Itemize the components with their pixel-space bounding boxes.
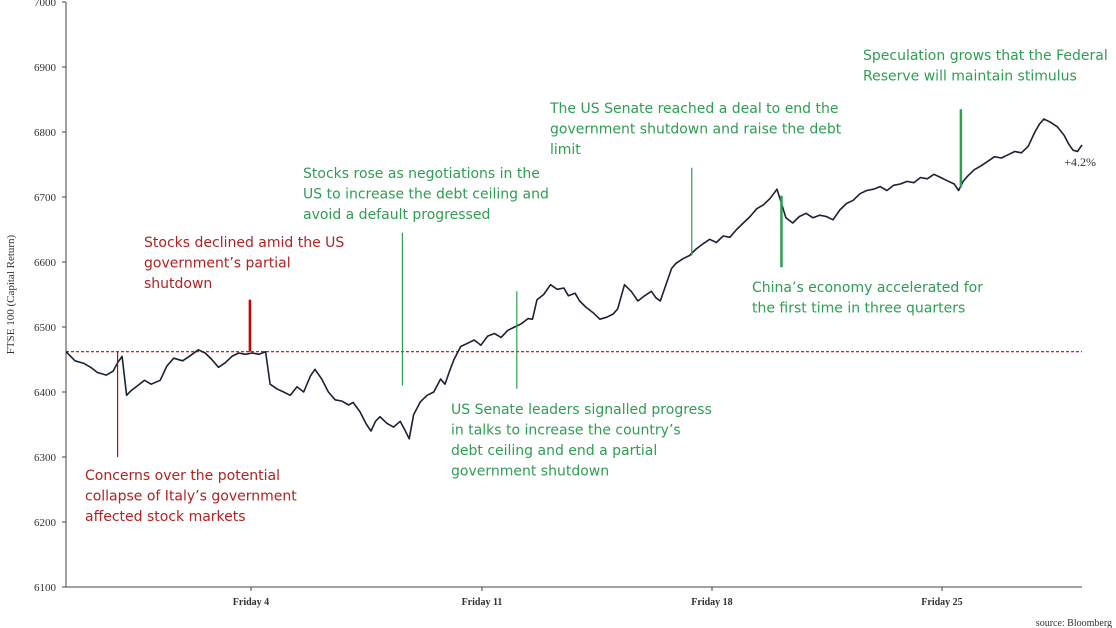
annotation-line: shutdown bbox=[144, 276, 212, 292]
annotation-line: Reserve will maintain stimulus bbox=[863, 69, 1077, 85]
y-tick-label: 6600 bbox=[34, 257, 57, 269]
annotation-line: affected stock markets bbox=[85, 509, 246, 525]
annotation-line: limit bbox=[550, 142, 581, 158]
marks bbox=[65, 109, 1083, 457]
annotation-line: government shutdown and raise the debt bbox=[550, 122, 842, 138]
annotation-text: Stocks declined amid the US government’s … bbox=[144, 235, 344, 292]
annotation-line: US Senate leaders signalled progress bbox=[451, 402, 712, 418]
x-tick-label: Friday 18 bbox=[691, 597, 732, 608]
x-tick-label: Friday 25 bbox=[921, 597, 962, 608]
annotation-line: Speculation grows that the Federal bbox=[863, 48, 1108, 64]
x-tick-label: Friday 11 bbox=[462, 597, 503, 608]
y-tick-label: 6700 bbox=[34, 192, 57, 204]
y-axis-label: FTSE 100 (Capital Return) bbox=[5, 234, 17, 354]
source-label: source: Bloomberg bbox=[1036, 618, 1112, 628]
annotation-line: Stocks declined amid the US bbox=[144, 235, 344, 251]
annotation-line: collapse of Italy’s government bbox=[85, 489, 297, 505]
y-tick-label: 7000 bbox=[34, 0, 57, 9]
y-tick-label: 6400 bbox=[34, 387, 57, 399]
annotation-text: The US Senate reached a deal to end the g… bbox=[549, 101, 842, 158]
y-tick-label: 6500 bbox=[34, 322, 57, 334]
annotation-line: Stocks rose as negotiations in the bbox=[303, 166, 540, 182]
annotation-line: The US Senate reached a deal to end the bbox=[549, 101, 839, 117]
y-tick-label: 6200 bbox=[34, 517, 57, 529]
series-line bbox=[65, 118, 1083, 440]
y-tick-label: 6900 bbox=[34, 62, 57, 74]
labels: Concerns over the potential collapse of I… bbox=[85, 48, 1112, 628]
annotation-line: China’s economy accelerated for bbox=[752, 280, 983, 296]
x-tick-label: Friday 4 bbox=[233, 597, 269, 608]
annotation-text: Stocks rose as negotiations in the US to … bbox=[303, 166, 549, 223]
annotation-text: US Senate leaders signalled progress in t… bbox=[451, 402, 712, 480]
y-tick-label: 6800 bbox=[34, 127, 57, 139]
annotation-text: Speculation grows that the Federal Reserv… bbox=[863, 48, 1108, 85]
annotation-text: Concerns over the potential collapse of I… bbox=[85, 468, 297, 525]
axes: 6100 6200 6300 6400 6500 6600 6700 6800 6900 7000… bbox=[5, 0, 1082, 608]
annotation-line: avoid a default progressed bbox=[303, 207, 490, 223]
annotation-line: the first time in three quarters bbox=[752, 301, 965, 317]
annotation-line: US to increase the debt ceiling and bbox=[303, 187, 549, 203]
annotation-line: in talks to increase the country’s bbox=[451, 423, 681, 439]
annotation-text: China’s economy accelerated for the first… bbox=[752, 280, 983, 317]
annotation-line: government shutdown bbox=[451, 464, 609, 480]
annotation-line: Concerns over the potential bbox=[85, 468, 280, 484]
y-tick-label: 6300 bbox=[34, 452, 57, 464]
end-return-label: +4.2% bbox=[1064, 155, 1096, 169]
annotation-line: debt ceiling and end a partial bbox=[451, 443, 657, 459]
annotation-line: government’s partial bbox=[144, 256, 291, 272]
y-tick-label: 6100 bbox=[34, 582, 57, 594]
